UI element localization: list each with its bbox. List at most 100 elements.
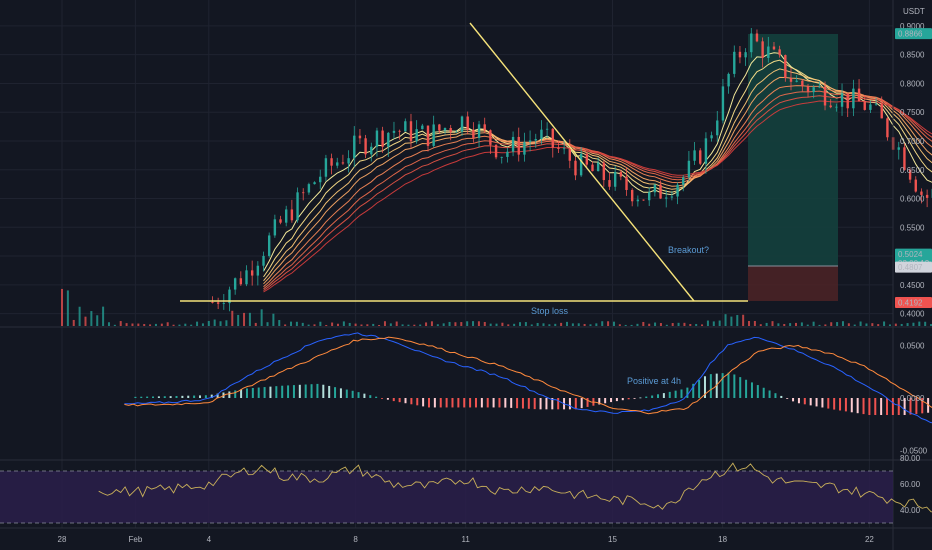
volume-bar xyxy=(325,324,328,326)
candle-body xyxy=(494,144,498,158)
price-tick-label: 0.6500 xyxy=(900,166,925,175)
volume-bar xyxy=(354,323,357,326)
macd-histogram-bar xyxy=(727,372,730,398)
macd-histogram-bar xyxy=(827,398,830,409)
volume-bar xyxy=(918,321,921,326)
macd-histogram-bar xyxy=(228,391,231,398)
macd-histogram-bar xyxy=(897,398,900,416)
candle-body xyxy=(699,150,702,164)
candle-body xyxy=(676,184,679,197)
macd-histogram-bar xyxy=(198,395,201,398)
candle-body xyxy=(670,196,674,198)
descending-trendline[interactable] xyxy=(469,22,695,302)
volume-bar xyxy=(84,316,87,326)
volume-bar xyxy=(430,321,433,326)
candle-body xyxy=(233,278,237,290)
candle-body xyxy=(840,93,844,107)
macd-histogram-bar xyxy=(416,398,419,406)
candle-body xyxy=(801,80,804,87)
macd-histogram-bar xyxy=(263,387,266,398)
macd-histogram-bar xyxy=(809,398,812,406)
macd-histogram-bar xyxy=(516,398,519,409)
macd-histogram-bar xyxy=(169,396,172,398)
macd-histogram-bar xyxy=(803,398,806,405)
macd-histogram-bar xyxy=(322,384,325,398)
candle-body xyxy=(608,180,611,187)
macd-histogram-bar xyxy=(386,398,389,400)
macd-histogram-bar xyxy=(457,398,460,408)
macd-histogram-bar xyxy=(339,388,342,398)
volume-bar xyxy=(659,323,662,326)
candle-body xyxy=(528,140,532,143)
macd-histogram-bar xyxy=(545,398,548,410)
candle-body xyxy=(880,103,883,119)
price-axis: 0.9000 0.8500 0.8000 0.7500 0.7000 0.6500 0.60… xyxy=(900,22,925,319)
volume-bar xyxy=(636,323,639,326)
price-tag-label: 0.5024 xyxy=(898,250,923,259)
candle-body xyxy=(460,116,464,132)
candle-body xyxy=(744,52,747,58)
rsi-panel xyxy=(98,462,932,513)
macd-histogram-bar xyxy=(615,398,618,402)
volume-bar xyxy=(213,319,216,326)
macd-histogram-bar xyxy=(504,398,507,408)
macd-histogram-bar xyxy=(146,396,149,398)
candle-body xyxy=(755,33,759,42)
macd-histogram-bar xyxy=(234,390,237,398)
candle-body xyxy=(426,125,430,146)
macd-histogram-bar xyxy=(474,398,477,408)
macd-histogram-bar xyxy=(251,387,254,398)
time-tick-label: 11 xyxy=(462,535,471,544)
volume-bar xyxy=(753,320,756,326)
volume-bar xyxy=(624,324,627,326)
candle-body xyxy=(307,184,311,193)
volume-bar xyxy=(78,306,81,326)
candle-body xyxy=(489,130,492,145)
candle-body xyxy=(545,128,549,130)
volume-bar xyxy=(407,324,410,326)
volume-bar xyxy=(912,322,915,326)
volume-bar xyxy=(742,314,745,326)
volume-bar xyxy=(524,322,527,326)
candle-body xyxy=(358,135,362,139)
macd-histogram-bar xyxy=(762,387,765,398)
time-tick-label: Feb xyxy=(129,535,143,544)
macd-histogram-bar xyxy=(375,396,378,398)
macd-histogram-bar xyxy=(551,398,554,410)
rsi-tick-label: 40.00 xyxy=(900,506,921,515)
loss-zone xyxy=(748,266,838,301)
annotation-positive[interactable]: Positive at 4h xyxy=(627,376,681,386)
annotation-breakout[interactable]: Breakout? xyxy=(668,245,709,255)
volume-bar xyxy=(654,322,657,326)
volume-bar xyxy=(149,324,152,326)
candle-body xyxy=(602,162,606,181)
macd-histogram-bar xyxy=(610,398,613,403)
volume-bar xyxy=(536,322,539,326)
macd-histogram-bar xyxy=(275,386,278,398)
annotation-stop-loss[interactable]: Stop loss xyxy=(531,306,569,316)
volume-bar xyxy=(642,321,645,326)
volume-bar xyxy=(883,321,886,326)
macd-histogram-bar xyxy=(686,387,689,398)
macd-histogram-bar xyxy=(680,389,683,398)
price-tick-label: 0.8000 xyxy=(900,79,925,88)
candle-body xyxy=(506,151,509,157)
candle-body xyxy=(727,73,730,87)
volume-bar xyxy=(718,320,721,326)
macd-histogram-bar xyxy=(792,398,795,402)
candle-body xyxy=(341,162,345,164)
candle-body xyxy=(443,127,447,131)
macd-histogram-bar xyxy=(839,398,842,411)
volume-bar xyxy=(225,320,228,326)
candle-body xyxy=(925,194,929,198)
macd-histogram-bar xyxy=(410,398,413,405)
candle-body xyxy=(710,135,713,139)
macd-histogram-bar xyxy=(657,394,660,398)
macd-histogram-bar xyxy=(269,386,272,398)
macd-histogram-bar xyxy=(328,385,331,398)
volume-bar xyxy=(237,314,240,326)
macd-histogram-bar xyxy=(668,391,671,398)
candle-body xyxy=(330,158,333,166)
volume-bar xyxy=(777,323,780,326)
